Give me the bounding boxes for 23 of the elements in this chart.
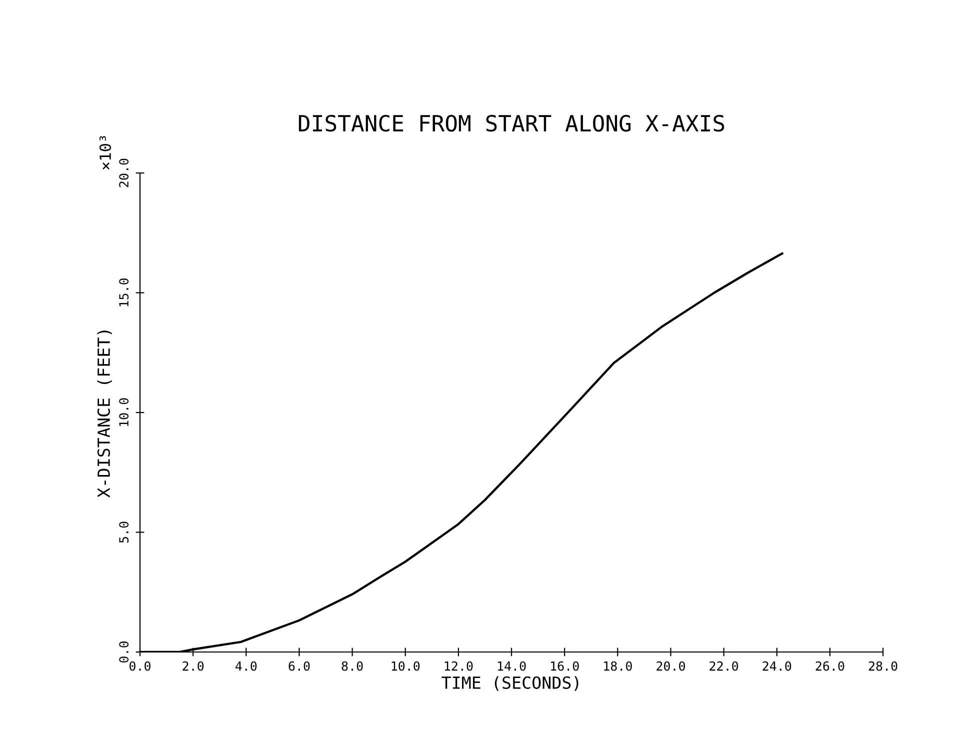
x-tick-label: 26.0 [816, 661, 844, 671]
x-tick-label: 24.0 [762, 661, 792, 671]
x-axis-title: TIME (SECONDS) [442, 676, 578, 691]
x-tick-label: 14.0 [498, 661, 526, 671]
x-tick-label: 28.0 [868, 661, 898, 671]
x-tick-label: 12.0 [444, 661, 473, 671]
y-tick-label: 10.0 [119, 398, 129, 426]
x-tick-label: 16.0 [551, 661, 579, 671]
x-tick-label: 20.0 [656, 661, 685, 671]
x-tick-label: 4.0 [235, 661, 257, 671]
y-tick-label: 5.0 [119, 522, 129, 543]
x-tick-label: 0.0 [130, 661, 150, 671]
x-tick-label: 10.0 [392, 661, 420, 671]
x-tick-label: 18.0 [604, 661, 632, 671]
x-tick-label: 6.0 [288, 661, 310, 671]
y-axis-title: X-DISTANCE (FEET) [97, 330, 112, 498]
x-tick-label: 2.0 [182, 661, 204, 671]
x-tick-label: 22.0 [710, 661, 738, 671]
chart-title: DISTANCE FROM START ALONG X-AXIS [298, 114, 724, 132]
y-tick-label: 15.0 [119, 278, 129, 306]
x-tick-label: 8.0 [342, 661, 363, 671]
text: ×10³ [99, 136, 112, 170]
y-tick-label: 20.0 [119, 158, 129, 188]
